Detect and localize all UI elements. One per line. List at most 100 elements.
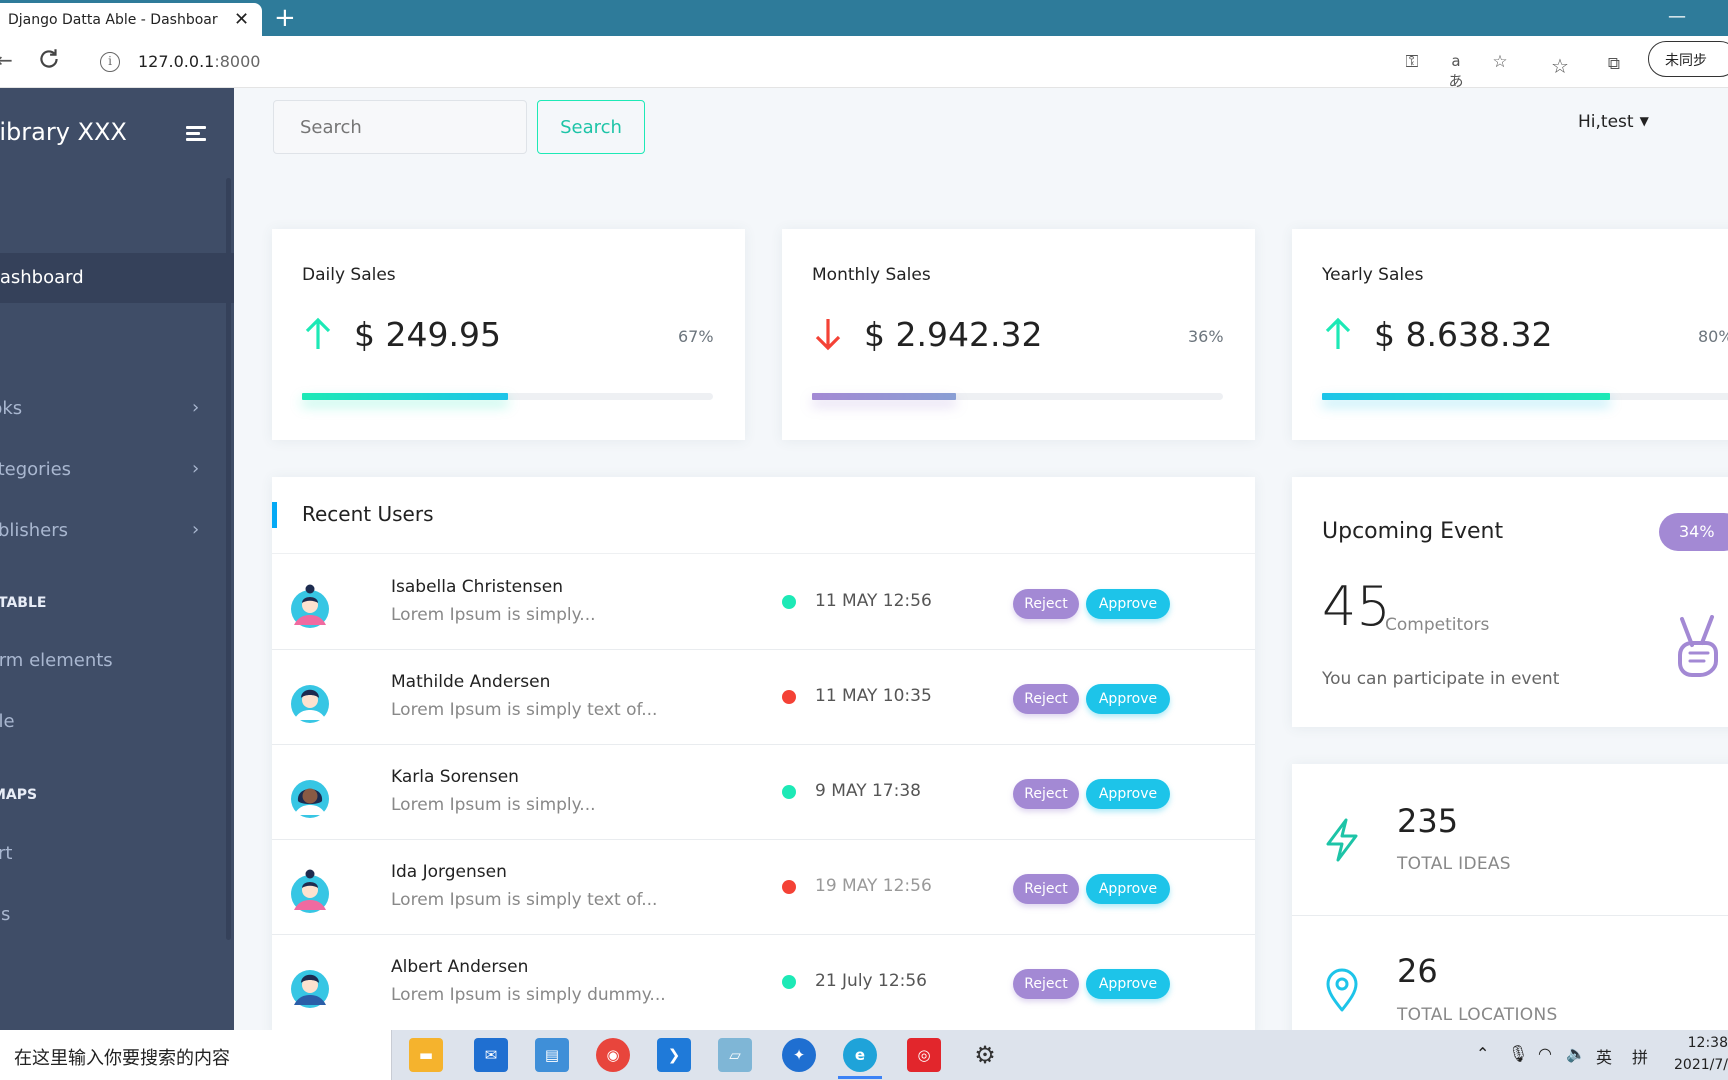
avatar <box>291 780 329 818</box>
avatar <box>291 970 329 1008</box>
settings-gear-icon[interactable]: ⚙ <box>974 1041 996 1069</box>
approve-button[interactable]: Approve <box>1086 684 1170 714</box>
monthly-sales-card: Monthly Sales $ 2.942.32 36% <box>782 229 1255 440</box>
user-name: Ida Jorgensen <box>391 862 507 882</box>
vscode-icon[interactable]: ❯ <box>657 1038 691 1072</box>
sidebar: Library XXX Dashboard Books › Categories… <box>0 88 234 1030</box>
approve-button[interactable]: Approve <box>1086 589 1170 619</box>
approve-button[interactable]: Approve <box>1086 874 1170 904</box>
event-percent-badge: 34% <box>1659 513 1728 551</box>
chevron-right-icon: › <box>192 519 200 540</box>
reject-button[interactable]: Reject <box>1013 969 1079 999</box>
sidebar-item-publishers[interactable]: Publishers › <box>0 506 234 556</box>
back-icon[interactable]: ← <box>0 48 13 72</box>
user-desc: Lorem Ipsum is simply dummy... <box>391 985 666 1005</box>
clock-date: 2021/7/ <box>1674 1057 1728 1073</box>
brand-title: Library XXX <box>0 118 127 146</box>
volume-icon[interactable]: 🔈 <box>1566 1044 1586 1063</box>
yearly-sales-card: Yearly Sales $ 8.638.32 80% <box>1292 229 1728 440</box>
url-field[interactable]: i 127.0.0.1:8000 ⚿ aあ ☆ <box>84 43 1524 90</box>
user-name: Karla Sorensen <box>391 767 519 787</box>
info-icon[interactable]: i <box>100 52 120 72</box>
user-name: Albert Andersen <box>391 957 529 977</box>
reject-button[interactable]: Reject <box>1013 874 1079 904</box>
user-desc: Lorem Ipsum is simply text of... <box>391 890 658 910</box>
microphone-icon[interactable]: 🎙 <box>1508 1044 1529 1063</box>
feedback-app-icon[interactable]: ✦ <box>782 1038 816 1072</box>
address-toolbar: ← i 127.0.0.1:8000 ⚿ aあ ☆ ☆ ⧉ 未同步 <box>0 36 1728 90</box>
status-dot <box>782 785 796 799</box>
card-header: Recent Users <box>272 477 1255 554</box>
ime-mode[interactable]: 拼 <box>1632 1048 1649 1067</box>
sidebar-item-label: Maps <box>0 904 11 925</box>
tray-chevron-up-icon[interactable]: ⌃ <box>1476 1044 1490 1063</box>
caret-down-icon: ▼ <box>1639 114 1649 128</box>
avatar <box>291 869 329 913</box>
edge-browser-icon[interactable]: e <box>843 1038 877 1072</box>
key-icon[interactable]: ⚿ <box>1405 52 1419 72</box>
activity-date: 19 MAY 12:56 <box>815 876 932 896</box>
notes-app-icon[interactable]: ▱ <box>718 1038 752 1072</box>
card-title: Recent Users <box>302 502 434 526</box>
user-desc: Lorem Ipsum is simply... <box>391 605 596 625</box>
sidebar-item-chart[interactable]: Chart <box>0 829 234 879</box>
browser-tab-bar: Django Datta Able - Dashboard ✕ + — <box>0 0 1728 36</box>
sidebar-scrollbar[interactable] <box>226 178 231 940</box>
ime-language[interactable]: 英 <box>1596 1048 1613 1067</box>
browser-tab[interactable]: Django Datta Able - Dashboard ✕ <box>0 3 262 36</box>
sidebar-item-label: Categories <box>0 459 72 480</box>
profile-sync-button[interactable]: 未同步 <box>1648 41 1728 77</box>
netease-music-icon[interactable]: ◎ <box>907 1038 941 1072</box>
status-dot <box>782 975 796 989</box>
chrome-icon[interactable]: ◉ <box>596 1038 630 1072</box>
progress-bar <box>302 393 713 400</box>
wifi-icon[interactable]: ◠ <box>1538 1044 1552 1063</box>
table-row: Albert Andersen Lorem Ipsum is simply du… <box>272 935 1255 1030</box>
sidebar-item-categories[interactable]: Categories › <box>0 445 234 495</box>
bolt-icon <box>1326 818 1358 862</box>
user-name: Isabella Christensen <box>391 577 564 597</box>
taskbar-search-field[interactable]: 在这里输入你要搜索的内容 <box>0 1030 392 1080</box>
sidebar-item-form-elements[interactable]: Form elements <box>0 636 234 686</box>
contacts-icon[interactable]: ▤ <box>535 1038 569 1072</box>
sidebar-item-dashboard[interactable]: Dashboard <box>0 253 234 303</box>
reject-button[interactable]: Reject <box>1013 684 1079 714</box>
stats-card: 235 TOTAL IDEAS 26 TOTAL LOCATIONS <box>1292 764 1728 1064</box>
activity-date: 11 MAY 12:56 <box>815 591 932 611</box>
os-taskbar: 在这里输入你要搜索的内容 ▬ ✉ ▤ ◉ ❯ ▱ ✦ e ◎ ⚙ ⌃ 🎙 ◠ 🔈… <box>0 1030 1728 1080</box>
sales-percent: 80% <box>1698 327 1728 346</box>
stat-value: 235 <box>1397 802 1459 840</box>
new-tab-icon[interactable]: + <box>274 3 296 33</box>
minimize-icon[interactable]: — <box>1668 6 1686 27</box>
sidebar-item-label: Table <box>0 711 15 732</box>
table-row: Ida Jorgensen Lorem Ipsum is simply text… <box>272 840 1255 935</box>
search-button[interactable]: Search <box>537 100 645 154</box>
add-favorite-icon[interactable]: ☆ <box>1492 52 1508 72</box>
search-input[interactable] <box>273 100 527 154</box>
mail-icon[interactable]: ✉ <box>474 1038 508 1072</box>
system-clock[interactable]: 12:38 2021/7/ <box>1672 1032 1728 1076</box>
reload-icon[interactable] <box>36 46 62 72</box>
sidebar-item-maps[interactable]: Maps <box>0 890 234 940</box>
favorites-icon[interactable]: ☆ <box>1551 54 1569 78</box>
activity-date: 21 July 12:56 <box>815 971 928 991</box>
reject-button[interactable]: Reject <box>1013 589 1079 619</box>
status-dot <box>782 880 796 894</box>
approve-button[interactable]: Approve <box>1086 969 1170 999</box>
sidebar-item-label: Form elements <box>0 650 113 671</box>
close-tab-icon[interactable]: ✕ <box>234 9 250 30</box>
user-menu[interactable]: Hi,test ▼ <box>1578 112 1649 132</box>
collections-icon[interactable]: ⧉ <box>1607 54 1621 74</box>
file-explorer-icon[interactable]: ▬ <box>409 1038 443 1072</box>
active-app-indicator <box>838 1076 882 1079</box>
reject-button[interactable]: Reject <box>1013 779 1079 809</box>
user-name: Mathilde Andersen <box>391 672 551 692</box>
sales-percent: 36% <box>1188 327 1224 346</box>
daily-sales-card: Daily Sales $ 249.95 67% <box>272 229 745 440</box>
read-aloud-icon[interactable]: aあ <box>1448 52 1464 90</box>
sidebar-item-books[interactable]: Books › <box>0 384 234 434</box>
approve-button[interactable]: Approve <box>1086 779 1170 809</box>
victory-hand-icon <box>1678 615 1718 677</box>
sidebar-item-table[interactable]: Table <box>0 697 234 747</box>
menu-toggle-icon[interactable] <box>186 126 208 142</box>
